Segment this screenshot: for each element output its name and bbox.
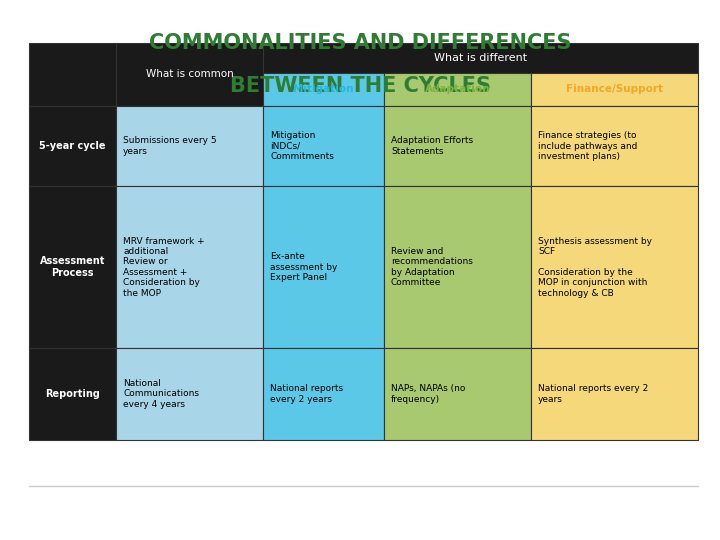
Text: Review and
recommendations
by Adaptation
Committee: Review and recommendations by Adaptation…: [391, 247, 473, 287]
Text: Ex-ante
assessment by
Expert Panel: Ex-ante assessment by Expert Panel: [271, 252, 338, 282]
Bar: [384, 186, 531, 348]
Text: Finance strategies (to
include pathways and
investment plans): Finance strategies (to include pathways …: [539, 131, 638, 161]
Text: Adaptation Efforts
Statements: Adaptation Efforts Statements: [391, 136, 473, 156]
Text: Submissions every 5
years: Submissions every 5 years: [123, 136, 217, 156]
Text: COMMONALITIES AND DIFFERENCES: COMMONALITIES AND DIFFERENCES: [149, 33, 571, 53]
Text: BETWEEN THE CYCLES: BETWEEN THE CYCLES: [230, 76, 490, 97]
Text: 5-year cycle: 5-year cycle: [39, 141, 106, 151]
Bar: [29, 43, 116, 106]
Text: National reports
every 2 years: National reports every 2 years: [271, 384, 343, 403]
Text: National reports every 2
years: National reports every 2 years: [539, 384, 649, 403]
Bar: [531, 106, 698, 186]
Text: NAPs, NAPAs (no
frequency): NAPs, NAPAs (no frequency): [391, 384, 465, 403]
Bar: [264, 43, 698, 72]
Text: What is different: What is different: [434, 53, 527, 63]
Bar: [531, 72, 698, 106]
Text: MRV framework +
additional
Review or
Assessment +
Consideration by
the MOP: MRV framework + additional Review or Ass…: [123, 237, 204, 298]
Bar: [264, 348, 384, 440]
Text: What is common: What is common: [145, 70, 233, 79]
Bar: [116, 106, 264, 186]
Text: Assessment
Process: Assessment Process: [40, 256, 105, 278]
Bar: [531, 348, 698, 440]
Bar: [29, 348, 116, 440]
Bar: [29, 106, 116, 186]
Text: Mitigation: Mitigation: [293, 84, 354, 94]
Bar: [531, 186, 698, 348]
Bar: [384, 72, 531, 106]
Bar: [116, 348, 264, 440]
Text: Adaptation: Adaptation: [425, 84, 490, 94]
Bar: [29, 186, 116, 348]
Bar: [264, 106, 384, 186]
Bar: [264, 186, 384, 348]
Text: National
Communications
every 4 years: National Communications every 4 years: [123, 379, 199, 409]
Bar: [264, 72, 384, 106]
Text: Synthesis assessment by
SCF

Consideration by the
MOP in conjunction with
techno: Synthesis assessment by SCF Consideratio…: [539, 237, 652, 298]
Text: Reporting: Reporting: [45, 389, 100, 399]
Bar: [384, 106, 531, 186]
Bar: [384, 348, 531, 440]
Bar: [116, 43, 264, 106]
Bar: [116, 186, 264, 348]
Text: Finance/Support: Finance/Support: [566, 84, 663, 94]
Text: Mitigation
iNDCs/
Commitments: Mitigation iNDCs/ Commitments: [271, 131, 334, 161]
